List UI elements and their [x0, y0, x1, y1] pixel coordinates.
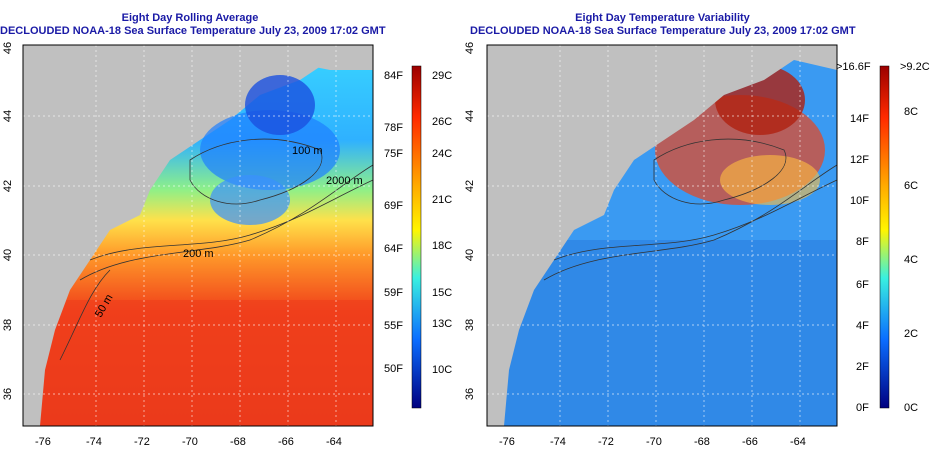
- colorbar-f-label: 84F: [384, 70, 403, 82]
- colorbar-f-label: 78F: [384, 122, 403, 134]
- x-tick: -70: [646, 436, 662, 448]
- colorbar-f-label: 6F: [856, 279, 869, 291]
- y-tick: 42: [464, 179, 477, 193]
- colorbar-c-label: 10C: [432, 364, 453, 376]
- x-tick: -74: [550, 436, 566, 448]
- right-title-line2: DECLOUDED NOAA-18 Sea Surface Temperatur…: [470, 25, 856, 37]
- y-tick: 36: [464, 387, 477, 401]
- x-tick: -76: [499, 436, 515, 448]
- x-tick: -64: [326, 436, 342, 448]
- y-tick: 40: [464, 248, 477, 262]
- colorbar-f-label: 2F: [856, 361, 869, 373]
- x-tick: -72: [134, 436, 150, 448]
- colorbar-f-label: 8F: [856, 236, 869, 248]
- colorbar-f-label: 10F: [850, 195, 869, 207]
- right-variability-map: [486, 44, 890, 427]
- y-tick: 38: [464, 318, 477, 332]
- y-tick: 42: [2, 179, 15, 193]
- colorbar-c-label: 6C: [904, 180, 919, 192]
- colorbar-f-label: 14F: [850, 113, 869, 125]
- y-tick: 46: [464, 41, 477, 55]
- y-tick: 40: [2, 248, 15, 262]
- colorbar-f-label: >16.6F: [836, 61, 871, 73]
- x-tick: -68: [230, 436, 246, 448]
- colorbar-c-label: 13C: [432, 318, 453, 330]
- left-land: [23, 45, 373, 426]
- x-tick: -64: [790, 436, 806, 448]
- x-tick: -68: [694, 436, 710, 448]
- x-tick: -66: [278, 436, 294, 448]
- colorbar-c-label: 21C: [432, 194, 453, 206]
- left-panel: Eight Day Rolling Average DECLOUDED NOAA…: [0, 0, 470, 475]
- left-sst-map: [22, 44, 422, 427]
- y-tick: 44: [2, 109, 15, 123]
- colorbar-c-label: 24C: [432, 148, 453, 160]
- y-tick: 36: [2, 387, 15, 401]
- colorbar-f-label: 69F: [384, 200, 403, 212]
- colorbar-c-label: >9.2C: [900, 61, 930, 73]
- x-tick: -72: [598, 436, 614, 448]
- colorbar-c-label: 0C: [904, 402, 919, 414]
- x-tick: -76: [35, 436, 51, 448]
- left-colorbar: [411, 65, 422, 409]
- colorbar-c-label: 18C: [432, 240, 453, 252]
- colorbar-f-label: 12F: [850, 154, 869, 166]
- left-title-line2: DECLOUDED NOAA-18 Sea Surface Temperatur…: [0, 25, 386, 37]
- colorbar-f-label: 0F: [856, 402, 869, 414]
- right-colorbar: [879, 65, 890, 409]
- colorbar-f-label: 4F: [856, 320, 869, 332]
- colorbar-f-label: 59F: [384, 287, 403, 299]
- right-panel: Eight Day Temperature Variability DECLOU…: [464, 0, 950, 475]
- x-tick: -74: [86, 436, 102, 448]
- colorbar-c-label: 26C: [432, 116, 453, 128]
- x-tick: -66: [742, 436, 758, 448]
- colorbar-c-label: 2C: [904, 328, 919, 340]
- colorbar-c-label: 4C: [904, 254, 919, 266]
- colorbar-f-label: 75F: [384, 148, 403, 160]
- contour-label-100m: 100 m: [292, 145, 323, 157]
- colorbar-f-label: 64F: [384, 243, 403, 255]
- colorbar-c-label: 29C: [432, 70, 453, 82]
- contour-label-2000m: 2000 m: [326, 175, 363, 187]
- right-land: [487, 45, 837, 426]
- right-title-line1: Eight Day Temperature Variability: [575, 12, 750, 24]
- colorbar-c-label: 15C: [432, 287, 453, 299]
- colorbar-c-label: 8C: [904, 106, 919, 118]
- colorbar-f-label: 55F: [384, 320, 403, 332]
- left-title-line1: Eight Day Rolling Average: [121, 12, 259, 24]
- y-tick: 44: [464, 109, 477, 123]
- y-tick: 38: [2, 318, 15, 332]
- contour-label-200m: 200 m: [183, 248, 214, 260]
- colorbar-f-label: 50F: [384, 363, 403, 375]
- x-tick: -70: [182, 436, 198, 448]
- y-tick: 46: [2, 41, 15, 55]
